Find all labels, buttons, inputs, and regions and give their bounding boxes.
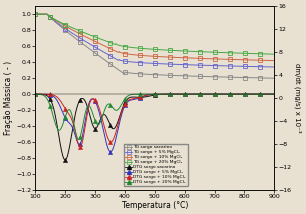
Legend: TG sorgo sacarino, TG sorgo + 5% MgCl₂, TG sorgo + 10% MgCl₂, TG sorgo + 20% MgC: TG sorgo sacarino, TG sorgo + 5% MgCl₂, … (124, 144, 188, 186)
Y-axis label: dm/dt (mg/s) x 10⁻³: dm/dt (mg/s) x 10⁻³ (294, 63, 302, 133)
X-axis label: Temperatura (°C): Temperatura (°C) (121, 201, 188, 210)
Y-axis label: Fração Mássica ( - ): Fração Mássica ( - ) (4, 61, 13, 135)
